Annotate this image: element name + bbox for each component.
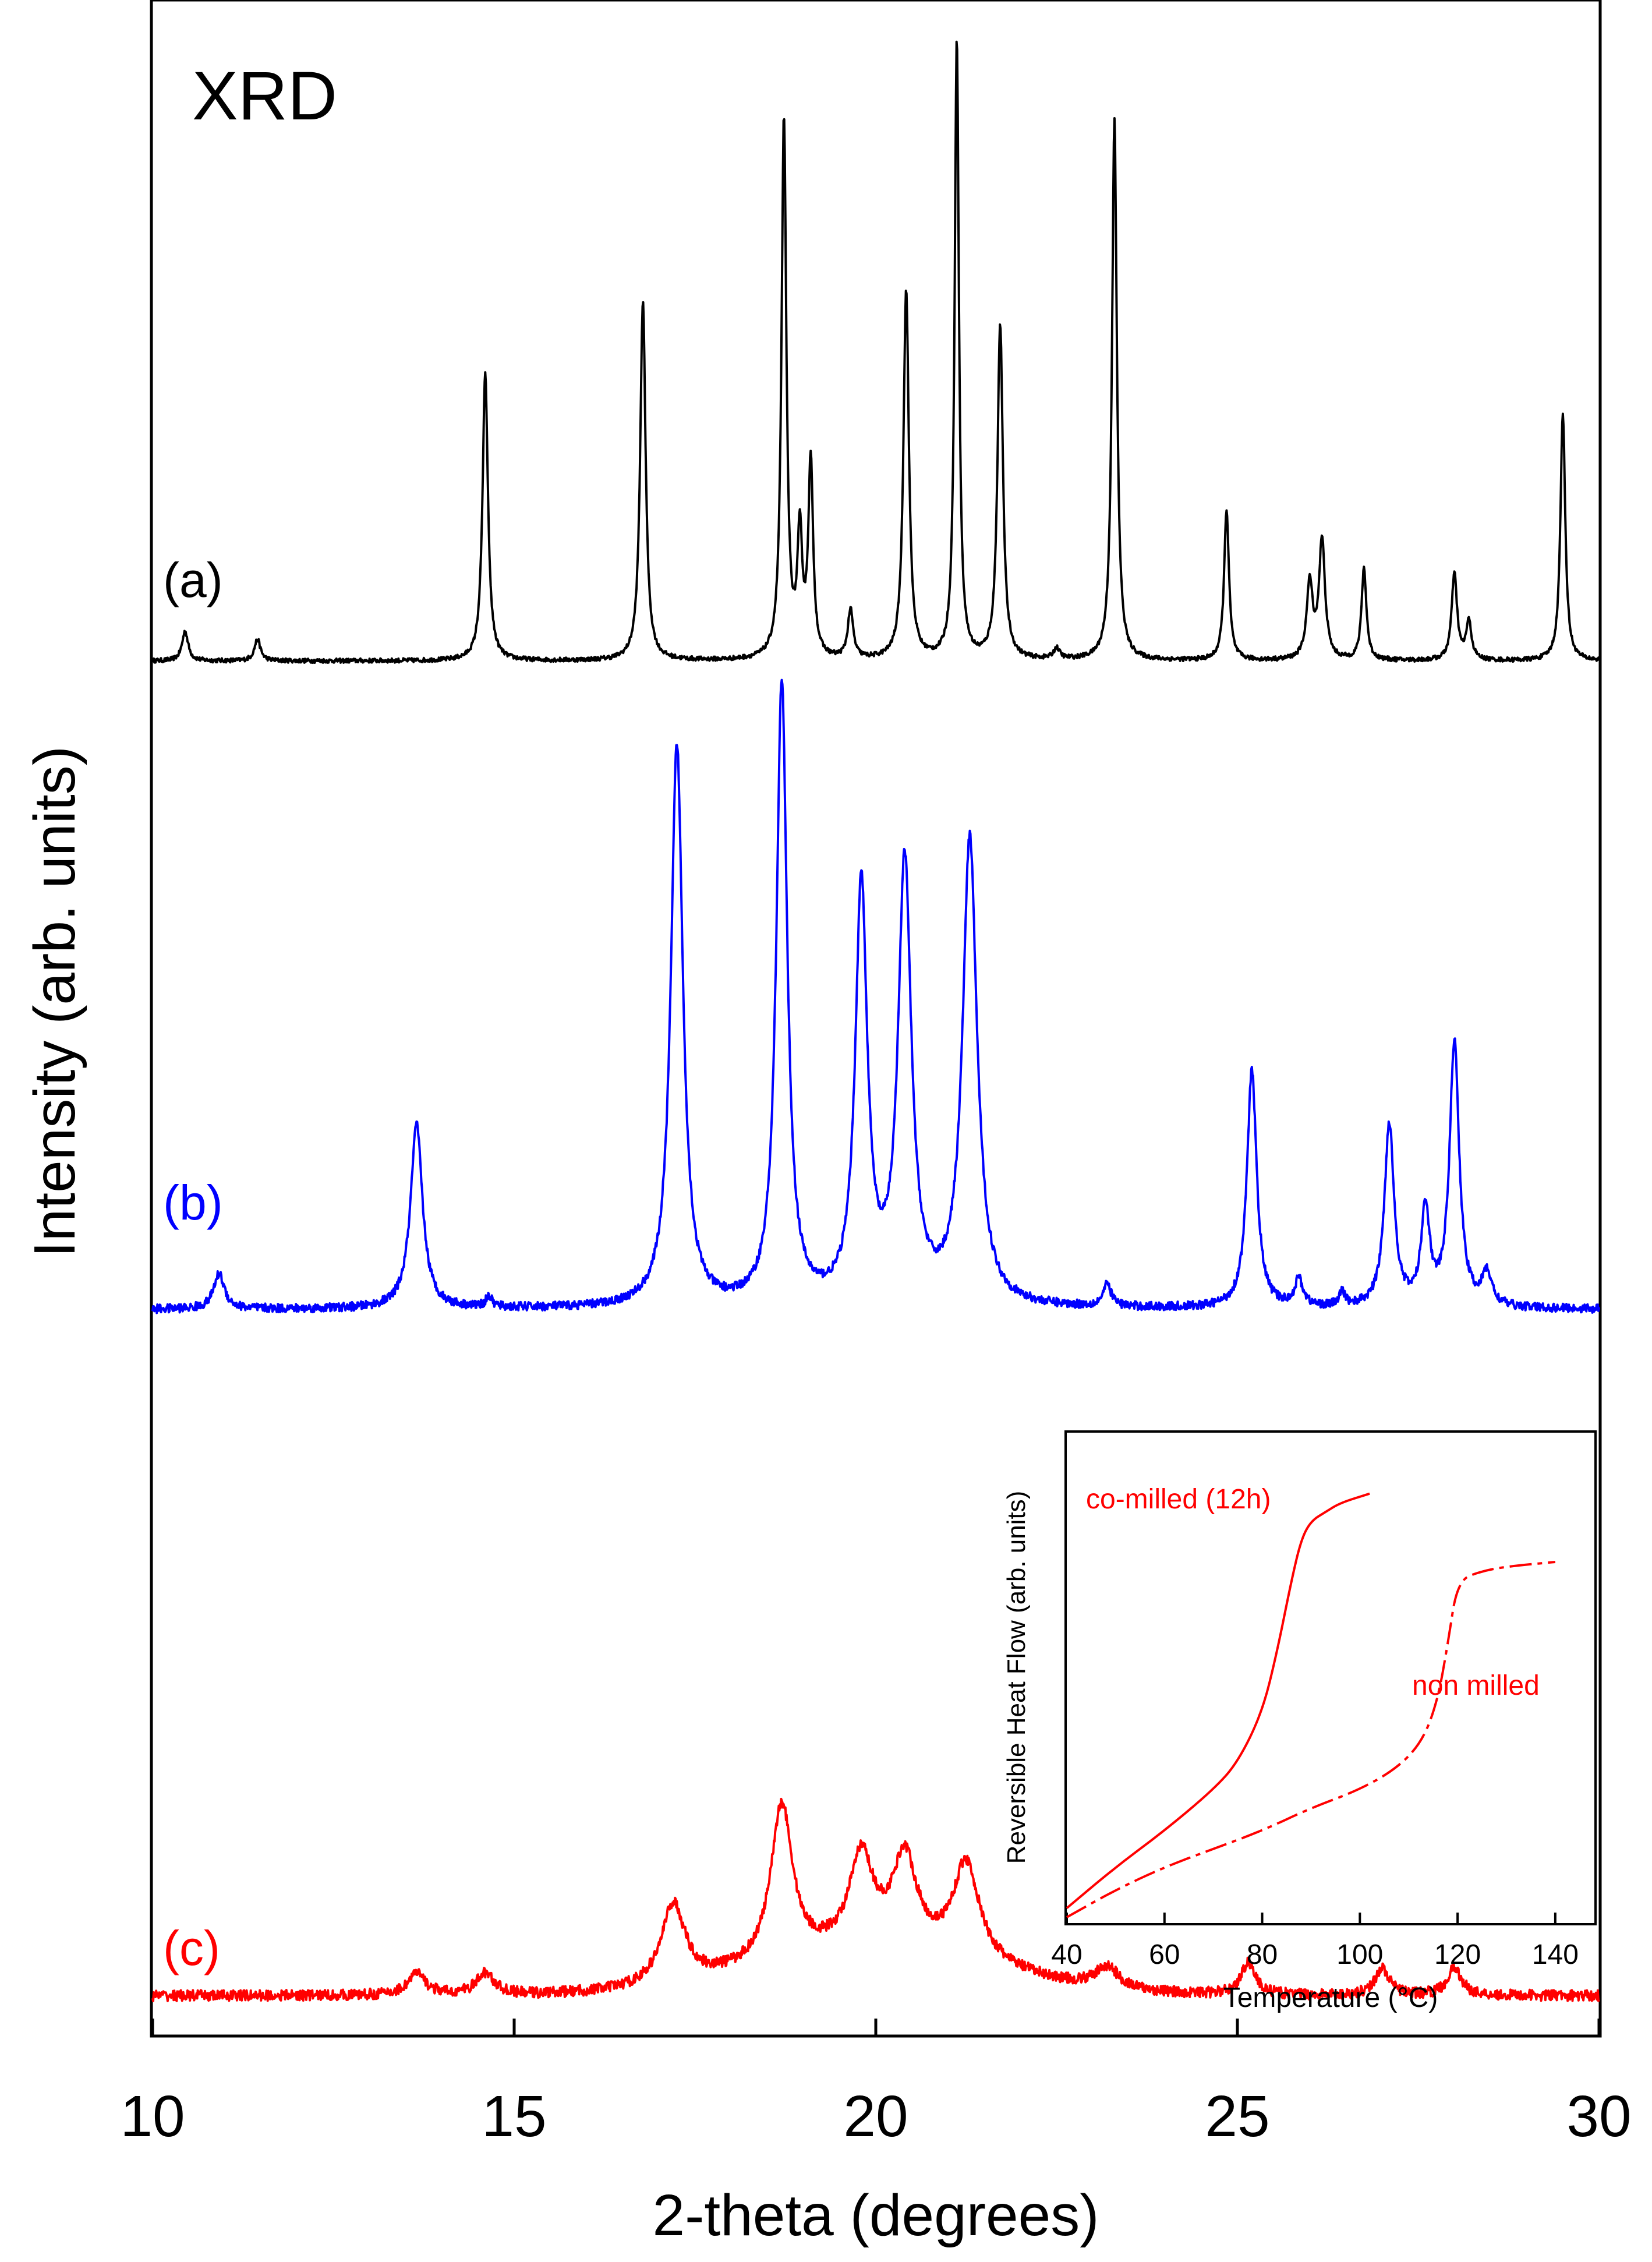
inset-x-tick-label: 40 xyxy=(1051,1939,1082,1970)
inset-co-milled-label: co-milled (12h) xyxy=(1086,1484,1271,1515)
trace-c-label: (c) xyxy=(163,1921,220,1975)
trace-a-label: (a) xyxy=(163,553,223,607)
xrd-traces xyxy=(151,40,1600,2002)
inset-x-axis-label: Temperature (°C) xyxy=(1223,1982,1438,2013)
inset-x-tick-label: 60 xyxy=(1149,1939,1180,1970)
inset-co-milled-line xyxy=(1066,1492,1370,1909)
main-x-tick-label: 15 xyxy=(482,2084,546,2149)
main-x-axis-ticks: 10 15 20 25 30 xyxy=(120,2019,1632,2149)
main-x-tick-label: 20 xyxy=(843,2084,908,2149)
main-x-tick-label: 10 xyxy=(120,2084,185,2149)
inset-non-milled-line xyxy=(1066,1561,1556,1918)
trace-c-line xyxy=(151,1797,1600,2002)
inset-x-axis-ticks: 40 60 80 100 120 140 xyxy=(1051,1913,1579,1970)
main-x-axis-label: 2-theta (degrees) xyxy=(652,2183,1099,2248)
inset-plot-frame xyxy=(1064,1430,1597,1925)
trace-b-label: (b) xyxy=(163,1175,223,1230)
trace-b-line xyxy=(151,678,1600,1314)
inset-dsc-plot: 40 60 80 100 120 140 co-milled (12h) non mill… xyxy=(1002,1430,1597,2013)
inset-x-tick-label: 140 xyxy=(1532,1939,1579,1970)
inset-non-milled-label: non milled xyxy=(1412,1670,1540,1701)
main-x-tick-label: 25 xyxy=(1205,2084,1269,2149)
inset-x-tick-label: 120 xyxy=(1434,1939,1481,1970)
inset-y-axis-label: Reversible Heat Flow (arb. units) xyxy=(1002,1491,1031,1864)
main-chart-title: XRD xyxy=(192,58,337,135)
inset-x-tick-label: 80 xyxy=(1247,1939,1278,1970)
inset-x-tick-label: 100 xyxy=(1336,1939,1383,1970)
trace-a-line xyxy=(151,40,1600,665)
main-x-tick-label: 30 xyxy=(1566,2084,1631,2149)
main-y-axis-label: Intensity (arb. units) xyxy=(22,746,87,1257)
